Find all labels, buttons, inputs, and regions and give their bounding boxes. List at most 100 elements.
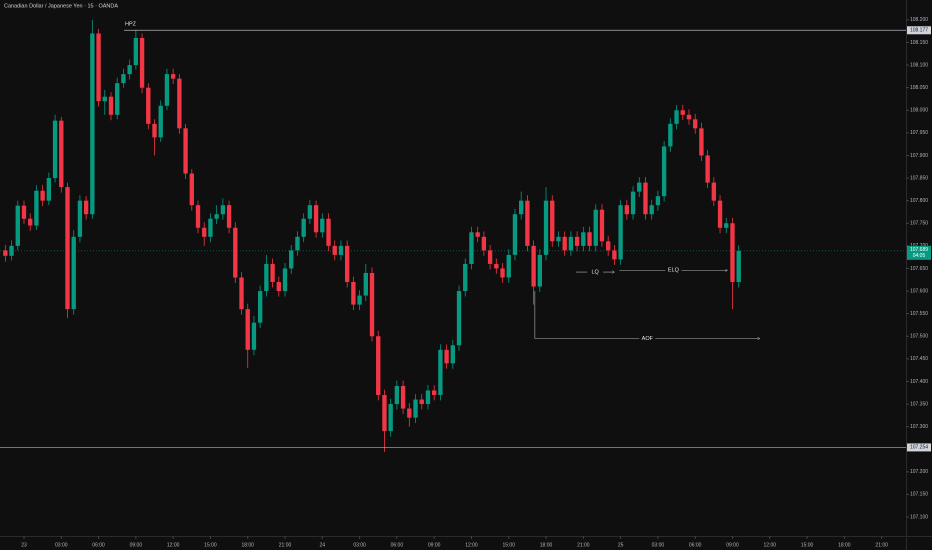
x-tick-label: 03:00 — [353, 542, 366, 548]
x-tick-label: 21:00 — [577, 542, 590, 548]
candle-body — [668, 123, 673, 147]
candle-body — [475, 232, 480, 237]
candle-body — [500, 268, 505, 278]
y-tick-label: 108.050 — [910, 85, 928, 91]
x-tick-label: 24 — [320, 542, 326, 548]
x-tick-label: 15:00 — [204, 542, 217, 548]
candle-body — [525, 200, 530, 246]
y-tick-label: 107.350 — [910, 401, 928, 407]
x-tick-label: 09:00 — [428, 542, 441, 548]
x-tick-label: 06:00 — [391, 542, 404, 548]
candle-body — [146, 87, 151, 124]
x-tick-label: 18:00 — [241, 542, 254, 548]
candle-body — [202, 227, 207, 237]
x-tick-label: 09:00 — [726, 542, 739, 548]
y-tick-label: 107.150 — [910, 492, 928, 498]
y-tick-label: 107.950 — [910, 130, 928, 136]
candle-body — [195, 205, 201, 228]
candle-body — [382, 394, 387, 432]
y-tick-label: 107.200 — [910, 469, 928, 475]
candle-body — [494, 263, 499, 269]
candle-body — [612, 250, 617, 260]
y-tick-label: 107.900 — [910, 153, 928, 159]
y-tick-label: 108.100 — [910, 62, 928, 68]
candle-body — [643, 182, 648, 215]
candle-body — [245, 309, 250, 350]
candle-body — [450, 345, 455, 364]
y-tick-label: 107.850 — [910, 175, 928, 181]
candle-body — [251, 322, 257, 350]
candle-body — [438, 349, 443, 395]
candle-body — [730, 223, 735, 283]
candle-body — [674, 110, 679, 124]
candle-body — [717, 200, 723, 228]
candle-body — [506, 254, 511, 278]
candle-body — [599, 209, 605, 242]
x-tick-label: 12:00 — [764, 542, 777, 548]
candle-body — [686, 114, 692, 120]
candle-body — [71, 236, 76, 310]
y-tick-label: 107.550 — [910, 311, 928, 317]
y-tick-label: 107.100 — [910, 514, 928, 520]
candle-body — [90, 33, 95, 215]
candle-body — [351, 282, 356, 305]
candle-body — [239, 277, 244, 310]
candle-body — [3, 250, 8, 256]
last-price-label: 107.689 — [910, 247, 928, 253]
candle-body — [413, 399, 418, 418]
candle-body — [338, 245, 344, 255]
candle-body — [531, 245, 536, 287]
candle-body — [624, 205, 630, 215]
candle-body — [28, 218, 33, 226]
candle-body — [177, 78, 182, 129]
candle-body — [9, 245, 14, 256]
candle-body — [512, 214, 518, 255]
candle-body — [394, 385, 400, 405]
candle-body — [289, 250, 294, 269]
candle-body — [637, 182, 642, 192]
candle-body — [307, 205, 313, 219]
candle-body — [257, 291, 263, 323]
candle-body — [463, 263, 468, 292]
candle-body — [59, 120, 64, 188]
price-tag-label: 107.254 — [910, 445, 928, 451]
candle-body — [220, 205, 226, 215]
candle-body — [320, 218, 325, 233]
candle-body — [419, 399, 424, 405]
candle-body — [208, 218, 213, 237]
candle-body — [400, 385, 406, 409]
y-tick-label: 107.650 — [910, 266, 928, 272]
x-tick-label: 03:00 — [652, 542, 665, 548]
candle-body — [332, 245, 337, 255]
candle-body — [661, 146, 667, 197]
candle-body — [562, 236, 567, 251]
candle-body — [431, 390, 437, 395]
y-tick-label: 107.600 — [910, 288, 928, 294]
candle-body — [15, 205, 20, 246]
x-tick-label: 21:00 — [875, 542, 888, 548]
candle-body — [519, 200, 524, 215]
candle-body — [724, 223, 729, 228]
candle-body — [115, 83, 120, 115]
candle-body — [276, 282, 281, 292]
candle-body — [556, 236, 561, 242]
candle-body — [649, 205, 654, 215]
candle-body — [189, 173, 194, 206]
y-tick-label: 107.300 — [910, 424, 928, 430]
x-tick-label: 12:00 — [167, 542, 180, 548]
candle-body — [680, 110, 685, 115]
candle-body — [481, 236, 487, 251]
candle-body — [133, 37, 139, 66]
candle-body — [581, 232, 586, 246]
candle-body — [593, 209, 598, 246]
candle-body — [52, 120, 58, 179]
y-tick-label: 107.500 — [910, 334, 928, 340]
candle-body — [127, 65, 132, 75]
candle-body — [164, 74, 170, 106]
candle-body — [537, 254, 542, 287]
chart-title: Canadian Dollar / Japanese Yen · 15 · OA… — [4, 3, 118, 9]
candle-body — [313, 205, 319, 233]
candle-body — [736, 250, 741, 283]
candle-body — [46, 178, 52, 201]
